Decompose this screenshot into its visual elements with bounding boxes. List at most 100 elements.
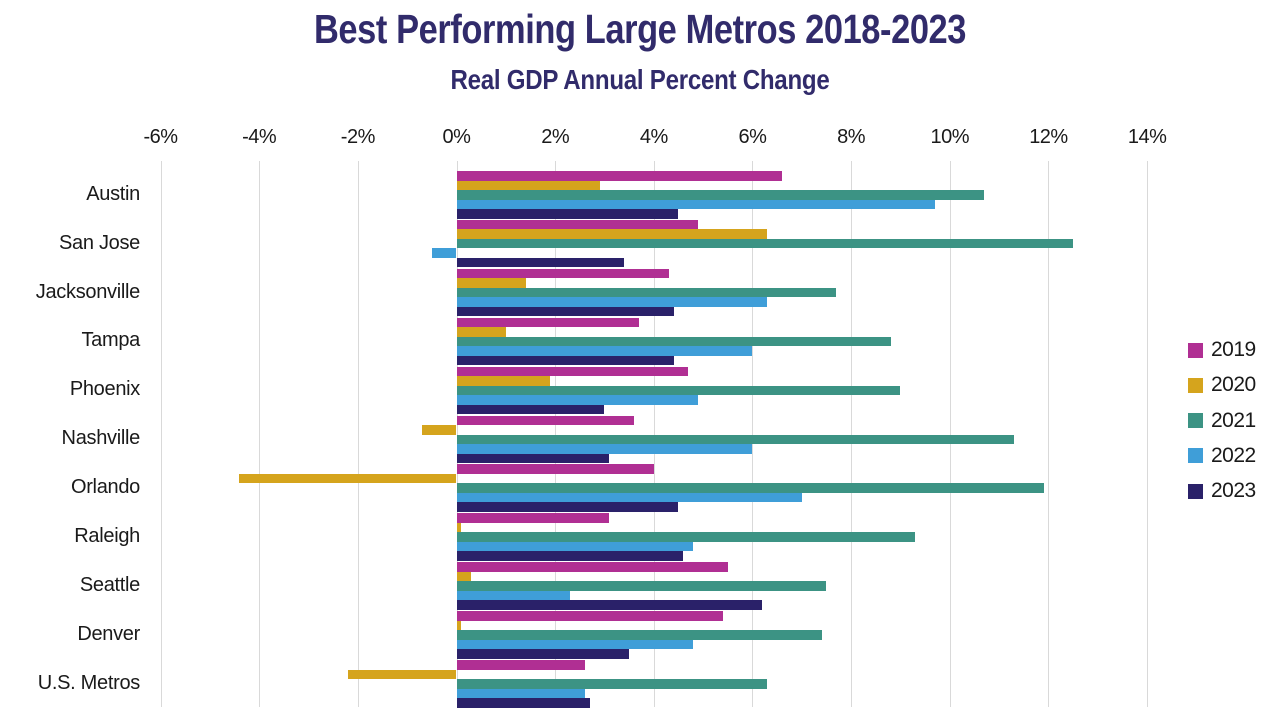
bar-2020-phoenix: [456, 376, 551, 386]
bar-2022-san-jose: [431, 248, 457, 258]
bar-2019-orlando: [456, 464, 654, 474]
category-label-orlando: Orlando: [70, 476, 140, 499]
bar-2021-orlando: [456, 483, 1044, 493]
bar-2020-san-jose: [456, 229, 768, 239]
bar-2022-phoenix: [456, 395, 699, 405]
bar-2020-austin: [456, 180, 600, 190]
bar-2023-orlando: [456, 502, 679, 512]
bar-2023-tampa: [456, 355, 674, 366]
bar-2019-denver: [456, 611, 723, 621]
bar-2019-raleigh: [456, 513, 610, 523]
legend-swatch-2021: [1188, 413, 1203, 429]
legend-swatch-2022: [1188, 448, 1203, 464]
legend-item-2023: 2023: [1188, 479, 1256, 503]
bar-2020-raleigh: [456, 522, 462, 533]
gridline-10: [949, 161, 951, 707]
bar-2023-jacksonville: [456, 306, 674, 317]
bar-2021-phoenix: [456, 385, 901, 396]
category-label-san-jose: San Jose: [59, 231, 140, 254]
chart-title: Best Performing Large Metros 2018-2023: [313, 6, 967, 52]
x-tick-label: -6%: [143, 126, 178, 148]
category-label-raleigh: Raleigh: [74, 525, 140, 548]
bar-2019-u-s-metros: [456, 660, 585, 670]
bar-2021-seattle: [456, 581, 827, 591]
x-tick-label: -2%: [340, 126, 376, 148]
x-tick-label: 14%: [1127, 126, 1167, 148]
gridline-6: [752, 161, 754, 707]
bar-2023-u-s-metros: [456, 698, 590, 708]
legend-item-2020: 2020: [1188, 373, 1256, 397]
gridline-4: [259, 161, 261, 707]
bar-2020-u-s-metros: [347, 669, 457, 679]
gridline-2: [357, 161, 359, 707]
bar-2022-tampa: [456, 346, 753, 356]
chart-subtitle: Real GDP Annual Percent Change: [450, 64, 830, 95]
legend-label-2023: 2023: [1211, 479, 1256, 503]
bar-2023-seattle: [456, 600, 763, 610]
legend-label-2020: 2020: [1211, 373, 1256, 397]
bar-2021-raleigh: [456, 532, 916, 542]
bar-2020-denver: [456, 620, 462, 631]
bar-2022-seattle: [456, 590, 570, 601]
gridline-6: [160, 161, 162, 707]
gridline-12: [1048, 161, 1050, 707]
legend-item-2019: 2019: [1188, 338, 1256, 362]
gridline-8: [851, 161, 853, 707]
bar-2023-san-jose: [456, 257, 625, 268]
bar-2023-nashville: [456, 453, 610, 463]
bar-2022-denver: [456, 639, 694, 650]
gridline-4: [653, 161, 655, 707]
x-tick-label: 6%: [738, 126, 767, 148]
legend-label-2022: 2022: [1211, 443, 1256, 467]
category-label-phoenix: Phoenix: [69, 378, 140, 401]
bar-2022-orlando: [456, 492, 802, 503]
x-tick-label: 8%: [837, 126, 866, 148]
legend-swatch-2023: [1188, 483, 1203, 499]
bar-2023-raleigh: [456, 551, 684, 561]
bar-2022-austin: [456, 199, 935, 209]
bar-2022-raleigh: [456, 541, 694, 552]
bar-2019-seattle: [456, 562, 728, 572]
bar-2019-san-jose: [456, 219, 699, 230]
bar-2021-u-s-metros: [456, 679, 768, 689]
x-tick-label: -4%: [242, 126, 277, 148]
bar-2021-denver: [456, 630, 822, 640]
category-label-u-s-metros: U.S. Metros: [37, 671, 141, 694]
category-label-nashville: Nashville: [61, 427, 141, 450]
bar-2021-jacksonville: [456, 287, 837, 298]
bar-2020-jacksonville: [456, 278, 526, 288]
legend-swatch-2019: [1188, 342, 1203, 358]
category-label-austin: Austin: [86, 182, 140, 205]
bar-2023-phoenix: [456, 404, 605, 415]
bar-2021-nashville: [456, 434, 1014, 444]
bar-2020-tampa: [456, 327, 506, 337]
gridline-2: [555, 161, 557, 707]
bar-2022-jacksonville: [456, 297, 768, 307]
bar-2023-denver: [456, 649, 630, 659]
gridline-14: [1147, 161, 1149, 707]
bar-2021-tampa: [456, 336, 891, 347]
category-label-tampa: Tampa: [81, 329, 140, 352]
category-label-jacksonville: Jacksonville: [35, 280, 141, 303]
bar-2019-phoenix: [456, 366, 689, 377]
bar-2020-nashville: [421, 425, 457, 435]
legend-swatch-2020: [1188, 377, 1203, 393]
bar-2023-austin: [456, 209, 679, 219]
x-tick-label: 4%: [639, 126, 668, 148]
bar-2019-nashville: [456, 415, 635, 425]
bar-2019-tampa: [456, 317, 640, 328]
gridline-0: [456, 161, 458, 707]
bar-2022-u-s-metros: [456, 688, 585, 698]
x-tick-label: 0%: [442, 126, 471, 148]
x-tick-label: 10%: [930, 126, 970, 148]
category-label-seattle: Seattle: [79, 573, 140, 596]
bar-2021-san-jose: [456, 238, 1074, 249]
bar-2019-jacksonville: [456, 268, 669, 279]
legend-item-2021: 2021: [1188, 409, 1256, 433]
x-tick-label: 2%: [541, 126, 570, 148]
bar-2020-seattle: [456, 571, 472, 582]
legend-label-2021: 2021: [1211, 408, 1256, 432]
bar-2020-orlando: [239, 473, 457, 484]
legend-item-2022: 2022: [1188, 444, 1256, 468]
